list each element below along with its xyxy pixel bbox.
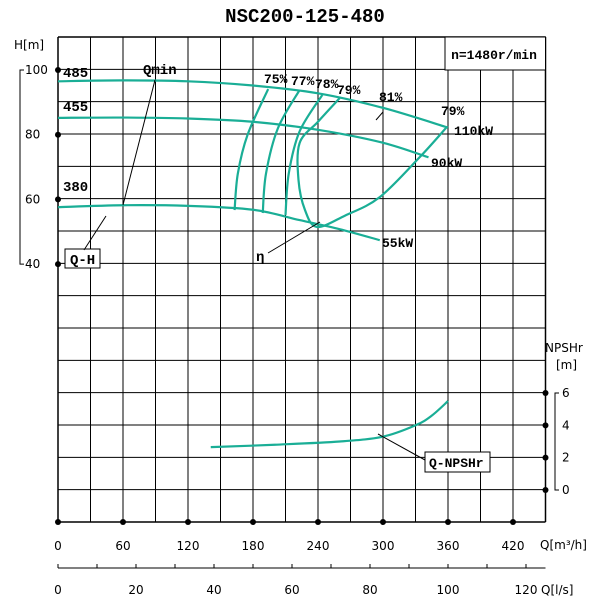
x-axis-tick-dot	[380, 519, 386, 525]
eta-label: η	[256, 250, 264, 266]
curve-label-455: 455	[63, 100, 88, 116]
qh-leader	[83, 215, 107, 251]
power-label-55kw: 55kW	[382, 236, 413, 251]
npshr-curve	[210, 400, 449, 449]
eta-leader	[267, 221, 321, 254]
eff-label-79: 79%	[337, 83, 361, 98]
y2-axis-tick-label: 6	[562, 386, 570, 400]
npshr-label: Q-NPSHr	[429, 456, 484, 471]
npshr-label-box	[424, 451, 491, 473]
x2-axis-label: Q[l/s]	[541, 583, 573, 597]
eff-81-leader	[375, 111, 384, 121]
y-axis-tick-dot	[55, 261, 61, 268]
x-axis-tick-label: 240	[307, 539, 330, 553]
y-axis-tick-dot	[55, 131, 61, 138]
y-axis-label: H[m]	[14, 38, 44, 52]
qh-curve-485	[57, 79, 449, 129]
y-axis-tick-label: 60	[25, 192, 40, 206]
y2-axis-tick-label: 2	[562, 451, 570, 465]
efficiency-curve-79	[296, 97, 448, 229]
x2-axis-tick-label: 0	[54, 583, 62, 597]
x-axis-tick-label: 360	[437, 539, 460, 553]
y-axis-bracket	[19, 69, 24, 265]
x-axis-tick-dot	[315, 519, 321, 525]
speed-label-box	[444, 36, 546, 71]
npshr-leader	[377, 433, 426, 461]
y2-axis-tick-label: 4	[562, 418, 570, 432]
y-axis-tick-label: 80	[25, 128, 40, 142]
x-axis-tick-dot	[55, 519, 61, 525]
efficiency-curve-78	[284, 94, 324, 216]
y2-axis-label: NPSHr	[545, 341, 583, 355]
power-label-90kw: 90kW	[431, 156, 462, 171]
x-axis-tick-label: 0	[54, 539, 62, 553]
x-axis-tick-label: 120	[177, 539, 200, 553]
y2-axis-tick-label: 0	[562, 483, 570, 497]
x-axis-tick-dot	[185, 519, 191, 525]
x-axis-tick-label: 60	[115, 539, 130, 553]
eff-label-77: 77%	[291, 74, 315, 89]
efficiency-curve-75	[233, 88, 270, 211]
y-axis-tick-label: 40	[25, 257, 40, 271]
qmin-label: Qmin	[143, 63, 177, 79]
eff-label-81: 81%	[379, 90, 403, 105]
y2-axis-tick-dot	[542, 487, 549, 493]
y-axis-tick-dot	[55, 196, 61, 203]
x-axis-tick-dot	[510, 519, 516, 525]
curve-label-485: 485	[63, 66, 88, 82]
x2-axis-tick-label: 20	[128, 583, 143, 597]
x-axis-tick-dot	[445, 519, 451, 525]
efficiency-curve-77	[261, 89, 301, 214]
curve-label-380: 380	[63, 180, 88, 196]
y2-axis-tick-dot	[542, 389, 549, 396]
x2-axis-tick-label: 120	[515, 583, 538, 597]
x-axis-tick-label: 420	[502, 539, 525, 553]
y2-axis-unit: [m]	[556, 358, 577, 372]
qh-label: Q-H	[70, 253, 95, 269]
y2-axis-bracket	[554, 392, 559, 491]
speed-label: n=1480r/min	[451, 48, 537, 63]
y2-axis-tick-dot	[542, 454, 549, 461]
eff-label-75: 75%	[264, 72, 288, 87]
x-axis-tick-label: 300	[372, 539, 395, 553]
x-axis-tick-dot	[250, 519, 256, 525]
x-axis-tick-label: 180	[242, 539, 265, 553]
eff-label-79-right: 79%	[441, 104, 465, 119]
qh-curve-380	[57, 204, 381, 242]
x2-axis-tick-label: 80	[362, 583, 377, 597]
y-axis-tick-dot	[55, 67, 61, 73]
eff-label-78: 78%	[315, 77, 339, 92]
x-axis-label: Q[m³/h]	[540, 538, 587, 552]
power-label-110kw: 110kW	[454, 124, 493, 139]
qmin-leader	[122, 79, 156, 206]
x-axis-tick-dot	[120, 519, 126, 525]
y2-axis-tick-dot	[542, 422, 549, 429]
x2-axis-tick-label: 40	[206, 583, 221, 597]
qh-label-box	[64, 248, 101, 269]
x2-axis-tick-label: 100	[437, 583, 460, 597]
y-axis-tick-label: 100	[25, 63, 48, 77]
chart-title: NSC200-125-480	[225, 6, 385, 28]
x2-axis-tick-label: 60	[284, 583, 299, 597]
